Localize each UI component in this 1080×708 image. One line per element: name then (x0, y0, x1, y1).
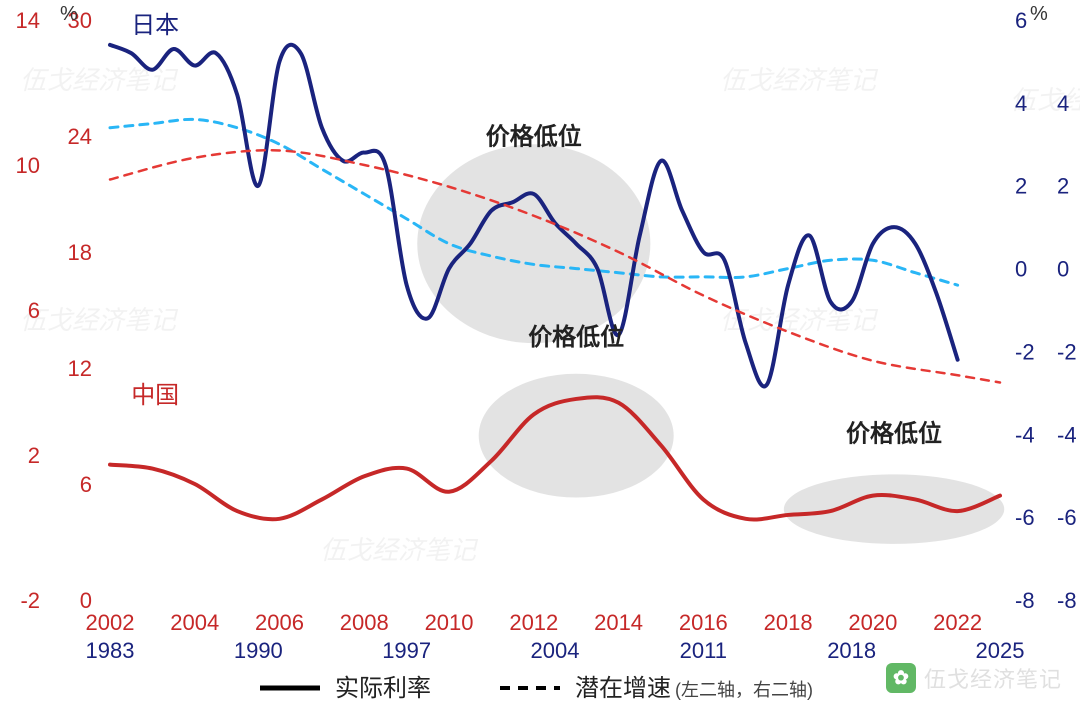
svg-text:4: 4 (1015, 91, 1027, 116)
source-tag: ✿ 伍戈经济笔记 (886, 662, 1062, 694)
svg-text:-2: -2 (1057, 339, 1077, 364)
svg-text:2022: 2022 (933, 610, 982, 635)
svg-text:14: 14 (16, 8, 40, 33)
svg-text:(左二轴，右二轴): (左二轴，右二轴) (675, 680, 813, 700)
svg-text:2004: 2004 (531, 638, 580, 663)
svg-text:2010: 2010 (425, 610, 474, 635)
svg-text:2011: 2011 (680, 638, 727, 663)
wechat-icon: ✿ (886, 663, 916, 693)
svg-text:%: % (60, 3, 78, 25)
svg-text:2014: 2014 (594, 610, 643, 635)
svg-text:2018: 2018 (827, 638, 876, 663)
svg-text:2006: 2006 (255, 610, 304, 635)
svg-text:-6: -6 (1015, 505, 1035, 530)
svg-text:1997: 1997 (382, 638, 431, 663)
svg-text:12: 12 (68, 356, 92, 381)
svg-text:-8: -8 (1057, 588, 1077, 613)
svg-text:-4: -4 (1015, 422, 1035, 447)
svg-text:日本: 日本 (131, 12, 179, 39)
svg-text:潜在增速: 潜在增速 (575, 675, 671, 702)
svg-text:2008: 2008 (340, 610, 389, 635)
svg-text:-6: -6 (1057, 505, 1077, 530)
svg-text:2012: 2012 (509, 610, 558, 635)
svg-text:2004: 2004 (170, 610, 219, 635)
svg-text:24: 24 (68, 124, 92, 149)
svg-text:10: 10 (16, 153, 40, 178)
svg-text:2: 2 (28, 443, 40, 468)
svg-text:1983: 1983 (86, 638, 135, 663)
svg-text:中国: 中国 (131, 382, 179, 409)
svg-text:2025: 2025 (976, 638, 1025, 663)
svg-text:6: 6 (80, 472, 92, 497)
svg-text:2016: 2016 (679, 610, 728, 635)
svg-text:0: 0 (1015, 257, 1027, 282)
svg-text:实际利率: 实际利率 (335, 675, 431, 702)
svg-text:%: % (1030, 3, 1048, 25)
svg-text:-8: -8 (1015, 588, 1035, 613)
svg-text:2020: 2020 (848, 610, 897, 635)
svg-text:价格低位: 价格低位 (528, 323, 624, 351)
chart-svg: 141062-230241812606420-2-4-6-8420-2-4-6-… (0, 0, 1080, 708)
svg-text:6: 6 (1015, 8, 1027, 33)
svg-text:-2: -2 (1015, 339, 1035, 364)
svg-text:0: 0 (1057, 257, 1069, 282)
svg-text:18: 18 (68, 240, 92, 265)
svg-text:2018: 2018 (764, 610, 813, 635)
svg-text:价格低位: 价格低位 (846, 419, 942, 447)
svg-text:2: 2 (1057, 174, 1069, 199)
svg-text:2002: 2002 (86, 610, 135, 635)
svg-text:价格低位: 价格低位 (486, 122, 582, 150)
svg-text:-2: -2 (20, 588, 40, 613)
svg-text:6: 6 (28, 298, 40, 323)
svg-text:2: 2 (1015, 174, 1027, 199)
svg-text:4: 4 (1057, 91, 1069, 116)
svg-text:1990: 1990 (234, 638, 283, 663)
source-text: 伍戈经济笔记 (924, 662, 1062, 694)
svg-text:-4: -4 (1057, 422, 1077, 447)
